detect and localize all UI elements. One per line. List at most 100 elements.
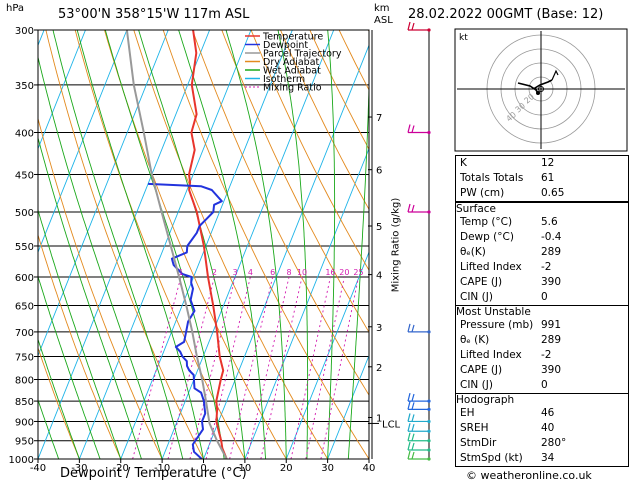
table-row: EH 46 [456, 406, 628, 421]
section-title: Hodograph [456, 394, 515, 406]
wind-barb-dot [427, 407, 431, 411]
wet-adiabat-line [38, 136, 142, 459]
mixing-ratio-label: 10 [297, 268, 307, 277]
wet-adiabat-line [76, 30, 204, 459]
row-value: 0 [541, 291, 548, 303]
hodograph-panel: Hodograph EH 46 SREH 40 StmDir 280° StmSpd (kt)… [455, 393, 629, 467]
row-value: 40 [541, 422, 555, 434]
table-row: PW (cm) 0.65 [456, 186, 628, 201]
table-row: CIN (J) 0 [456, 378, 628, 393]
hodograph-arrow [551, 69, 559, 81]
x-tick-label: -40 [30, 463, 46, 474]
wind-barb-flag [411, 402, 415, 410]
wind-barb-flag [407, 441, 411, 451]
wet-adiabat-line [178, 30, 267, 459]
pressure-tick-label: 950 [15, 437, 34, 448]
wind-barb-flag [411, 442, 415, 451]
dry-adiabat-line [250, 30, 369, 272]
row-value: 390 [541, 276, 562, 288]
dry-adiabat-line [221, 30, 369, 333]
indices-panel: K 12 Totals Totals 61 PW (cm) 0.65 [455, 155, 629, 202]
wet-adiabat-line [327, 30, 336, 459]
row-value: 280° [541, 437, 567, 449]
mixing-ratio-line [246, 276, 290, 459]
row-key: StmDir [460, 437, 497, 449]
table-row: CAPE (J) 390 [456, 275, 628, 290]
dry-adiabat-line [45, 30, 204, 459]
mixing-ratio-label: 20 [339, 268, 349, 277]
dry-adiabat-line [192, 30, 369, 396]
wind-barb-flag [411, 414, 415, 422]
row-value: 46 [541, 407, 555, 419]
row-key: CAPE (J) [460, 276, 503, 288]
row-value: 5.6 [541, 216, 558, 228]
legend-label: Dry Adiabat [263, 57, 320, 68]
storm-motion-marker [536, 91, 540, 95]
row-value: 12 [541, 157, 555, 169]
wet-adiabat-line [347, 71, 369, 459]
row-value: -0.4 [541, 231, 562, 243]
isotherm-line [0, 30, 3, 459]
wind-barb-dot [427, 419, 431, 424]
km-tick-label: 6 [376, 166, 382, 177]
row-key: EH [460, 407, 475, 419]
wind-barb-flag [411, 125, 415, 133]
row-value: -2 [541, 261, 552, 273]
wind-barb-flag [407, 392, 411, 402]
row-value: 61 [541, 172, 555, 184]
pressure-unit-label: hPa [6, 3, 25, 14]
dry-adiabat-line [38, 116, 163, 459]
pressure-tick-label: 650 [15, 302, 34, 313]
series-temperature [188, 30, 228, 459]
pressure-tick-label: 500 [15, 208, 34, 219]
dry-adiabat-line [74, 30, 246, 459]
x-tick-label: 10 [239, 463, 252, 474]
mixing-ratio-line [229, 276, 274, 459]
table-row: StmSpd (kt) 34 [456, 451, 628, 466]
lcl-label: LCL [382, 419, 401, 430]
most-unstable-panel: Most Unstable Pressure (mb) 991 θₑ (K) 289 Li… [455, 305, 629, 394]
table-row: CAPE (J) 390 [456, 363, 628, 378]
wind-barb-dot [427, 399, 431, 403]
table-row: θₑ(K) 289 [456, 245, 628, 260]
wind-barb-dot [427, 448, 431, 452]
legend-label: Temperature [262, 32, 323, 43]
mixing-ratio-line [290, 276, 331, 459]
x-tick-label: 30 [321, 463, 334, 474]
wet-adiabat-line [38, 338, 80, 459]
wind-barb-dot [427, 439, 431, 443]
pressure-tick-label: 550 [15, 242, 34, 253]
row-key: StmSpd (kt) [460, 452, 523, 464]
pressure-tick-label: 300 [15, 26, 34, 37]
wet-adiabat-line [38, 55, 163, 459]
wind-barb-flag [407, 21, 411, 31]
mixing-ratio-label: 8 [286, 268, 291, 277]
wind-barb-dot [427, 429, 431, 433]
mixing-ratio-line [260, 276, 303, 459]
table-row: StmDir 280° [456, 436, 628, 451]
mixing-ratio-label: 1 [178, 268, 183, 277]
row-key: CIN (J) [460, 291, 493, 303]
row-value: 0 [541, 379, 548, 391]
wind-barb-flag [411, 433, 415, 441]
pressure-tick-label: 700 [15, 328, 34, 339]
row-key: CAPE (J) [460, 364, 503, 376]
hodograph-origin-marker [538, 86, 544, 92]
mixing-ratio-label: 16 [325, 268, 335, 277]
mixing-ratio-label: 2 [212, 268, 217, 277]
copyright-notice: © weatheronline.co.uk [466, 469, 592, 482]
wind-barb-flag [411, 324, 415, 333]
wind-barb-flag [411, 22, 415, 31]
table-row: Dewp (°C) -0.4 [456, 230, 628, 245]
table-row: Lifted Index -2 [456, 260, 628, 275]
legend-label: Parcel Trajectory [263, 49, 342, 60]
mixing-ratio-line [320, 276, 359, 459]
pressure-tick-label: 350 [15, 81, 34, 92]
mixing-ratio-axis-label: Mixing Ratio (g/kg) [390, 197, 402, 293]
mixing-ratio-line [189, 276, 236, 459]
km-tick-label: 4 [376, 271, 382, 282]
table-row: Pressure (mb) 991 [456, 318, 628, 333]
pressure-tick-label: 1000 [9, 455, 34, 466]
legend-label: Dewpoint [263, 40, 308, 51]
